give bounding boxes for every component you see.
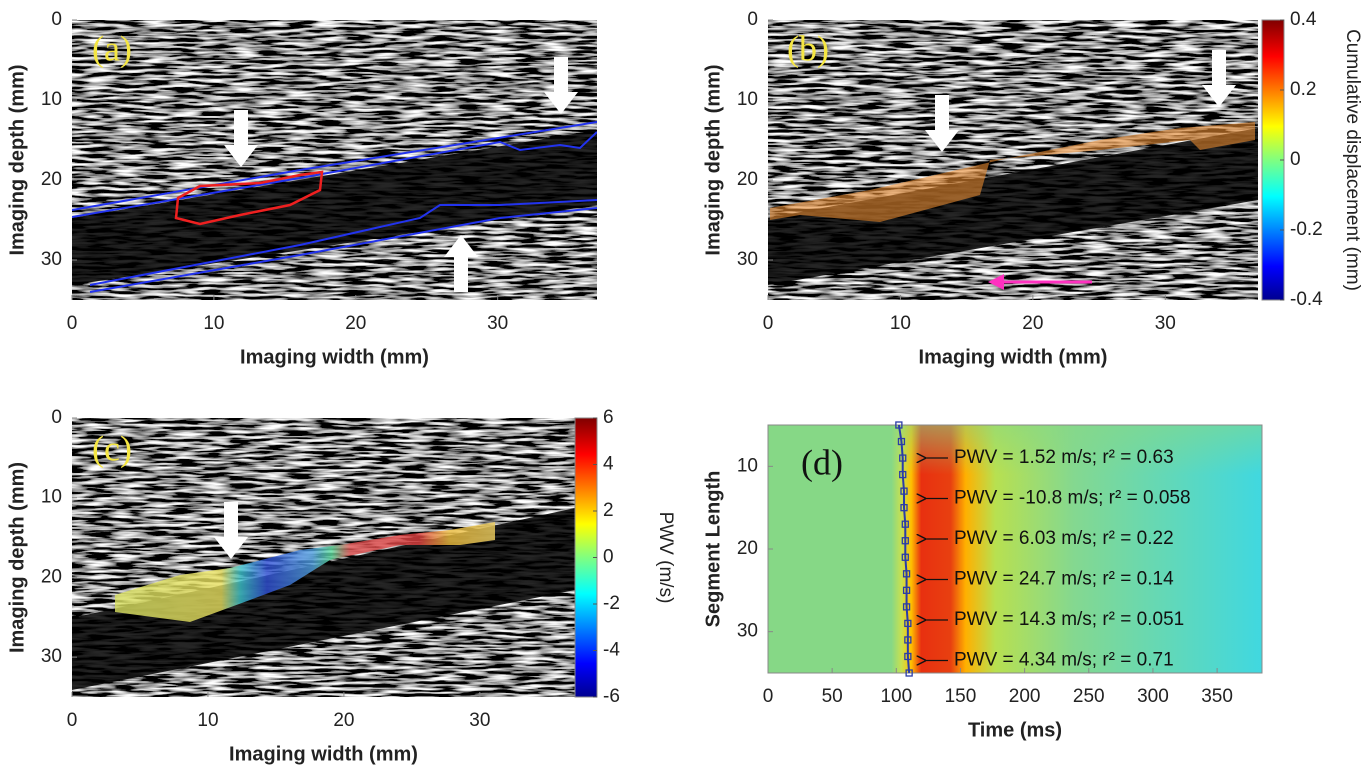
onset-marker (904, 619, 912, 628)
x-tick-label: 0 (763, 313, 774, 334)
onset-marker (905, 669, 913, 677)
onset-marker (902, 570, 911, 578)
annotation: PWV = -10.8 m/s; r² = 0.058 (954, 488, 1191, 509)
ultrasound-image (768, 20, 1258, 300)
x-tick-label: 50 (822, 686, 843, 707)
x-tick-label: 350 (1201, 686, 1233, 707)
onset-marker (901, 520, 909, 528)
colorbar-tick-label: 0.4 (1290, 9, 1317, 30)
y-tick-label: 10 (737, 455, 758, 476)
onset-marker (897, 437, 906, 446)
panel-label: (c) (92, 428, 132, 468)
annotation: PWV = 6.03 m/s; r² = 0.22 (954, 528, 1174, 549)
x-tick-label: 0 (67, 710, 78, 731)
y-tick-label: 10 (41, 487, 62, 508)
onset-marker (902, 603, 911, 611)
x-tick-label: 20 (333, 710, 354, 731)
colorbar-tick-label: 0.2 (1290, 79, 1316, 100)
x-axis-label: Time (ms) (968, 719, 1062, 741)
x-tick-label: 30 (487, 313, 508, 334)
onset-marker (899, 470, 907, 479)
y-axis-label: Imaging depth (mm) (6, 462, 28, 653)
colorbar-tick-label: 6 (603, 407, 614, 428)
ultrasound-image (72, 418, 575, 697)
y-tick-label: 30 (737, 249, 758, 270)
onset-marker (899, 454, 907, 462)
colorbar-label: Cumulative displacement (mm) (1342, 29, 1363, 291)
onset-marker (901, 553, 909, 561)
y-tick-label: 20 (737, 538, 758, 559)
colorbar-tick-label: 0 (603, 547, 614, 568)
onset-marker (901, 537, 909, 545)
annotation: PWV = 1.52 m/s; r² = 0.63 (954, 447, 1174, 468)
x-tick-label: 30 (1155, 313, 1176, 334)
x-tick-label: 100 (880, 686, 912, 707)
heatmap (768, 425, 1262, 673)
x-tick-label: 300 (1137, 686, 1169, 707)
x-tick-label: 0 (67, 313, 78, 334)
colorbar-tick-label: -0.2 (1290, 219, 1323, 240)
annotation: PWV = 4.34 m/s; r² = 0.71 (954, 650, 1174, 671)
panel-label: (a) (92, 28, 132, 68)
colorbar-tick-label: 4 (603, 454, 614, 475)
y-axis-label: Segment Length (702, 471, 724, 628)
y-axis-label: Imaging depth (mm) (6, 64, 28, 255)
colorbar-tick-label: -6 (603, 686, 620, 707)
x-axis-label: Imaging width (mm) (240, 346, 429, 368)
y-tick-label: 30 (41, 646, 62, 667)
onset-marker (895, 421, 903, 429)
x-axis-label: Imaging width (mm) (229, 743, 418, 765)
panel-label: (d) (801, 442, 843, 482)
y-tick-label: 0 (51, 9, 62, 30)
y-tick-label: 10 (41, 89, 62, 110)
annotation: PWV = 24.7 m/s; r² = 0.14 (954, 569, 1174, 590)
y-tick-label: 20 (41, 566, 62, 587)
colorbar-tick-label: -4 (603, 640, 620, 661)
onset-marker (900, 487, 908, 495)
x-axis-label: Imaging width (mm) (919, 346, 1108, 368)
x-tick-label: 200 (1009, 686, 1041, 707)
onset-line (897, 424, 911, 674)
x-tick-label: 10 (197, 710, 218, 731)
colorbar-label: PWV (m/s) (655, 512, 676, 604)
annotation: PWV = 14.3 m/s; r² = 0.051 (954, 609, 1184, 630)
colorbar-tick-label: 2 (603, 500, 614, 521)
x-tick-label: 0 (763, 686, 774, 707)
onset-marker (900, 504, 908, 512)
y-tick-label: 30 (41, 249, 62, 270)
y-axis-label: Imaging depth (mm) (702, 64, 724, 255)
x-tick-label: 10 (203, 313, 224, 334)
y-tick-label: 0 (747, 9, 758, 30)
x-tick-label: 30 (469, 710, 490, 731)
y-tick-label: 0 (51, 407, 62, 428)
panel-label: (b) (787, 28, 829, 68)
x-tick-label: 10 (890, 313, 911, 334)
ultrasound-image (72, 20, 597, 300)
colorbar-tick-label: -0.4 (1290, 289, 1323, 310)
onset-marker (904, 636, 912, 644)
colorbar-tick-label: -2 (603, 593, 620, 614)
annotations: PWV = 1.52 m/s; r² = 0.63 PWV = -10.8 m/s… (925, 447, 1191, 671)
x-tick-label: 250 (1073, 686, 1105, 707)
onset-marker (904, 652, 912, 661)
y-tick-label: 20 (41, 169, 62, 190)
y-tick-label: 20 (737, 169, 758, 190)
x-tick-label: 20 (1022, 313, 1043, 334)
colorbar-tick-label: 0 (1290, 149, 1301, 170)
y-tick-label: 10 (737, 89, 758, 110)
x-tick-label: 150 (945, 686, 977, 707)
x-tick-label: 20 (345, 313, 366, 334)
onset-marker (902, 586, 911, 594)
y-tick-label: 30 (737, 621, 758, 642)
